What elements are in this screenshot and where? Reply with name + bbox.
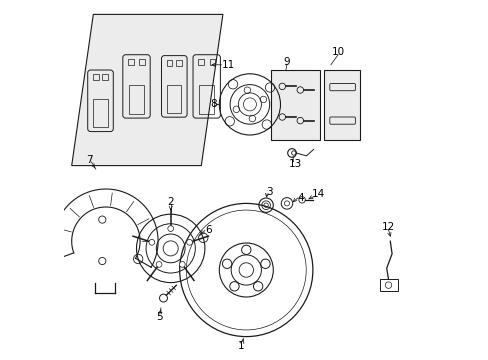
Bar <box>128 85 144 114</box>
Bar <box>139 59 145 65</box>
Bar <box>176 60 182 66</box>
Bar <box>166 60 172 66</box>
Text: 7: 7 <box>85 155 92 165</box>
Text: 9: 9 <box>283 57 290 67</box>
Text: 13: 13 <box>288 159 302 169</box>
Bar <box>102 75 108 80</box>
Text: 14: 14 <box>311 189 324 199</box>
Text: 3: 3 <box>265 186 272 197</box>
Bar <box>209 59 215 65</box>
Bar <box>323 70 359 140</box>
Text: 2: 2 <box>167 197 174 207</box>
Text: 1: 1 <box>237 341 244 351</box>
Circle shape <box>167 226 173 231</box>
Bar <box>198 59 203 65</box>
Bar <box>93 75 98 80</box>
Bar <box>379 279 397 291</box>
Text: 4: 4 <box>296 193 303 203</box>
Text: 8: 8 <box>210 99 217 109</box>
Polygon shape <box>72 14 223 166</box>
Bar <box>199 85 214 114</box>
Bar <box>271 70 320 140</box>
Bar <box>167 85 181 113</box>
Bar <box>93 99 107 127</box>
Text: 5: 5 <box>156 312 163 322</box>
Text: 6: 6 <box>205 225 211 235</box>
Circle shape <box>156 261 162 267</box>
Circle shape <box>179 261 185 267</box>
Circle shape <box>149 239 154 245</box>
Circle shape <box>186 239 192 245</box>
Bar <box>127 59 133 65</box>
Text: 11: 11 <box>221 60 234 70</box>
Text: 10: 10 <box>331 47 344 57</box>
Text: 12: 12 <box>381 222 394 232</box>
